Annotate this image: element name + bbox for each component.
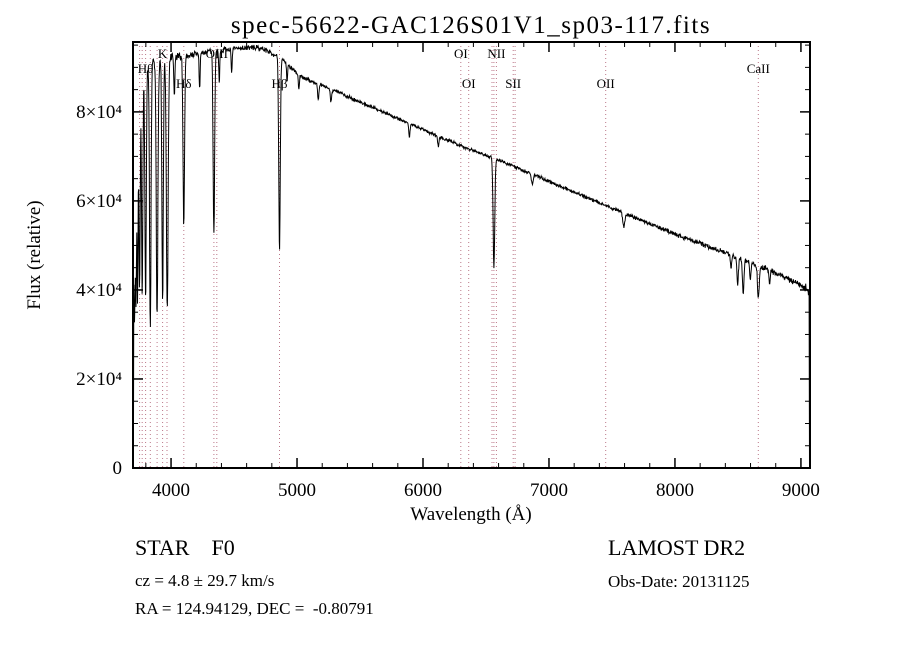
y-tick-label: 6×10⁴ bbox=[76, 191, 122, 212]
chart-title: spec-56622-GAC126S01V1_sp03-117.fits bbox=[231, 12, 711, 39]
spectral-line-label: K bbox=[158, 46, 168, 61]
spectral-line-label: OI bbox=[462, 76, 476, 91]
spectrum-trace-layer bbox=[132, 44, 810, 465]
x-tick-label: 6000 bbox=[404, 480, 442, 501]
spectral-line-label: Hβ bbox=[271, 76, 287, 91]
spectral-line-label: Hδ bbox=[176, 76, 192, 91]
plot-frame bbox=[132, 41, 811, 469]
spectral-line-label: OIII bbox=[206, 46, 228, 61]
object-class-label: STAR F0 bbox=[135, 535, 235, 560]
spectral-line-label: SII bbox=[505, 76, 521, 91]
x-tick-label: 5000 bbox=[278, 480, 316, 501]
x-tick-label: 4000 bbox=[152, 480, 190, 501]
spectral-line-label: Hθ bbox=[138, 61, 154, 76]
cz-value: cz = 4.8 ± 29.7 km/s bbox=[135, 571, 275, 590]
spectral-line-label: CaII bbox=[747, 61, 770, 76]
ra-dec-value: RA = 124.94129, DEC = -0.80791 bbox=[135, 599, 374, 618]
x-tick-label: 9000 bbox=[782, 480, 820, 501]
spectrum-path bbox=[132, 44, 810, 465]
spectral-line-markers-layer bbox=[139, 42, 759, 468]
spectral-line-label: OII bbox=[597, 76, 615, 91]
survey-label: LAMOST DR2 bbox=[608, 535, 746, 560]
axis-ticks-layer: 4000 5000 6000 7000 8000 9000 0 2×10⁴ 4×10⁴ 6×10⁴… bbox=[76, 42, 820, 501]
spectral-line-label: OI bbox=[454, 46, 468, 61]
y-tick-label: 4×10⁴ bbox=[76, 280, 122, 301]
y-axis-label: Flux (relative) bbox=[24, 200, 45, 309]
y-tick-label: 0 bbox=[113, 458, 123, 479]
x-tick-label: 8000 bbox=[656, 480, 694, 501]
y-tick-label: 2×10⁴ bbox=[76, 369, 122, 390]
y-tick-label: 8×10⁴ bbox=[76, 102, 122, 123]
x-axis-label: Wavelength (Å) bbox=[410, 504, 531, 525]
obs-date-label: Obs-Date: 20131125 bbox=[608, 572, 750, 591]
spectral-line-label: NII bbox=[487, 46, 505, 61]
x-tick-label: 7000 bbox=[530, 480, 568, 501]
